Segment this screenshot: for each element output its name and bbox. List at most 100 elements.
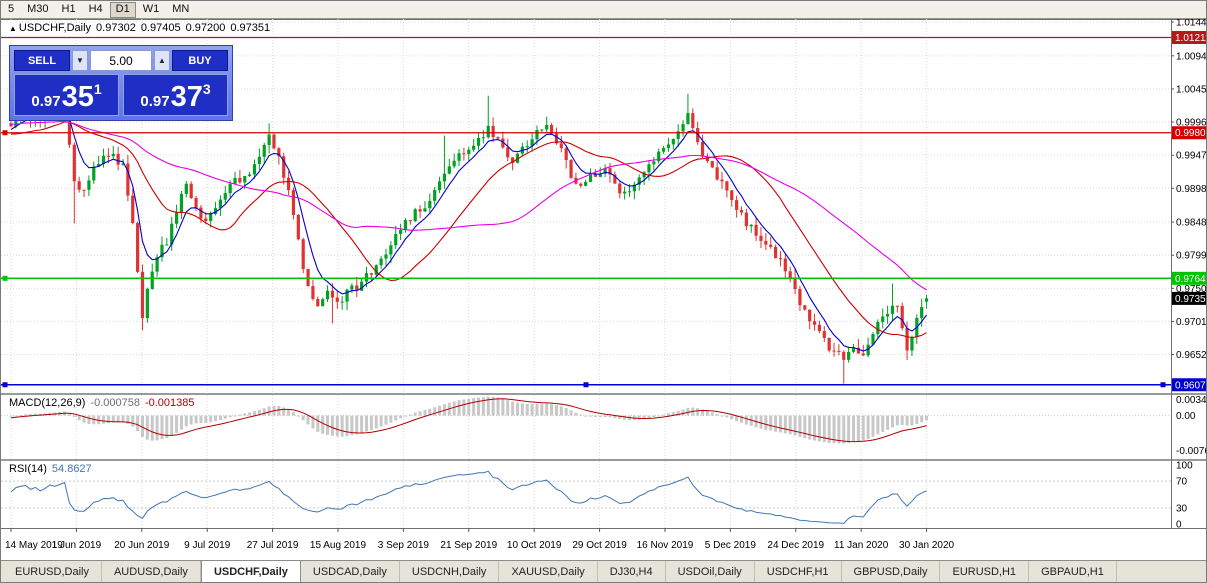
chart-tab-xauusd-daily[interactable]: XAUUSD,Daily [499,561,598,582]
buy-button[interactable]: BUY [172,50,228,71]
svg-text:1.01211: 1.01211 [1175,33,1207,44]
svg-text:100: 100 [1176,461,1193,472]
svg-text:1 Jun 2019: 1 Jun 2019 [52,540,102,551]
svg-text:0.99802: 0.99802 [1175,128,1207,139]
chart-tab-usdcad-daily[interactable]: USDCAD,Daily [301,561,400,582]
line-handle[interactable] [2,382,8,388]
chart-tab-eurusd-h1[interactable]: EURUSD,H1 [940,561,1030,582]
pane-splitter[interactable] [1,459,1207,461]
timeframe-button-5[interactable]: 5 [2,2,20,18]
svg-text:11 Jan 2020: 11 Jan 2020 [834,540,889,551]
chart-tab-audusd-daily[interactable]: AUDUSD,Daily [102,561,201,582]
svg-text:30 Jan 2020: 30 Jan 2020 [899,540,954,551]
rsi-name: RSI(14) [9,463,47,475]
sell-price-button[interactable]: 0.97 35 1 [14,74,119,116]
chart-tab-usdchf-h1[interactable]: USDCHF,H1 [755,561,842,582]
volume-decrease-button[interactable]: ▼ [72,50,88,71]
svg-text:10 Oct 2019: 10 Oct 2019 [507,540,562,551]
svg-text:21 Sep 2019: 21 Sep 2019 [440,540,497,551]
svg-text:30: 30 [1176,503,1188,514]
chart-tab-eurusd-daily[interactable]: EURUSD,Daily [3,561,102,582]
svg-text:0: 0 [1176,520,1182,531]
chart-symbol-title: USDCHF,Daily [18,22,92,34]
svg-text:0.00: 0.00 [1176,411,1196,422]
chart-tab-usdcnh-daily[interactable]: USDCNH,Daily [400,561,500,582]
svg-text:1.01440: 1.01440 [1176,18,1207,29]
svg-text:1.00940: 1.00940 [1176,51,1207,62]
chart-tab-gbpusd-daily[interactable]: GBPUSD,Daily [842,561,941,582]
svg-text:20 Jun 2019: 20 Jun 2019 [114,540,169,551]
macd-indicator-label: MACD(12,26,9) -0.000758 -0.001385 [9,397,200,409]
svg-text:15 Aug 2019: 15 Aug 2019 [310,540,367,551]
timeframe-button-h1[interactable]: H1 [56,2,82,18]
level-lines [1,36,1171,388]
svg-text:16 Nov 2019: 16 Nov 2019 [637,540,694,551]
level-price-badge [1172,31,1206,45]
timeframe-button-mn[interactable]: MN [166,2,195,18]
svg-text:29 Oct 2019: 29 Oct 2019 [572,540,627,551]
timeframe-button-h4[interactable]: H4 [83,2,109,18]
chart-tab-dj30-h4[interactable]: DJ30,H4 [598,561,666,582]
level-price-badge [1172,378,1206,392]
buy-price-big: 37 [170,81,203,113]
svg-text:0.96073: 0.96073 [1175,380,1207,391]
sell-price-prefix: 0.97 [31,93,61,110]
level-price-badge [1172,126,1206,140]
svg-text:27 Jul 2019: 27 Jul 2019 [247,540,299,551]
ohlc-close: 0.97351 [230,22,271,34]
ohlc-high: 0.97405 [140,22,181,34]
sell-price-pip: 1 [93,81,102,97]
current-price-badge [1172,291,1206,305]
svg-text:14 May 2019: 14 May 2019 [5,540,63,551]
line-handle[interactable] [2,130,8,136]
symbol-info: ▲ USDCHF,Daily 0.97302 0.97405 0.97200 0.9735… [9,22,275,34]
line-handle[interactable] [1160,382,1166,388]
buy-price-button[interactable]: 0.97 37 3 [123,74,228,116]
chart-tab-usdoil-daily[interactable]: USDOil,Daily [666,561,755,582]
svg-text:5 Dec 2019: 5 Dec 2019 [705,540,757,551]
timeframe-button-m30[interactable]: M30 [21,2,54,18]
svg-text:3 Sep 2019: 3 Sep 2019 [378,540,430,551]
rsi-line [10,470,927,524]
chevron-down-icon: ▼ [76,55,84,65]
line-handle[interactable] [583,382,589,388]
macd-signal-value: -0.001385 [144,397,195,409]
volume-increase-button[interactable]: ▲ [154,50,170,71]
pane-splitter[interactable] [1,393,1207,395]
chevron-up-icon: ▲ [158,55,166,65]
moving-average-45 [10,120,927,291]
line-handle[interactable] [2,275,8,281]
buy-price-prefix: 0.97 [140,93,170,110]
trade-panel-toggle-icon[interactable]: ▲ [9,24,17,33]
svg-text:0.97351: 0.97351 [1175,294,1207,305]
volume-input[interactable] [90,50,152,71]
sell-button[interactable]: SELL [14,50,70,71]
svg-text:24 Dec 2019: 24 Dec 2019 [767,540,824,551]
macd-name: MACD(12,26,9) [9,397,86,409]
level-price-badge [1172,271,1206,285]
chart-tabs-bar: EURUSD,Daily AUDUSD,Daily USDCHF,Daily USDC… [1,560,1206,582]
svg-text:9 Jul 2019: 9 Jul 2019 [184,540,231,551]
chart-tab-usdchf-daily[interactable]: USDCHF,Daily [200,561,301,582]
grid [1,19,1171,528]
macd-signal-line [10,398,927,443]
timeframe-button-w1[interactable]: W1 [137,2,166,18]
candlestick-series[interactable] [9,88,929,384]
timeframe-button-d1[interactable]: D1 [109,1,136,18]
sell-price-big: 35 [61,81,94,113]
svg-text:0.00348: 0.00348 [1176,395,1207,406]
rsi-indicator-label: RSI(14) 54.8627 [9,463,97,475]
svg-text:-0.00761: -0.00761 [1176,446,1207,457]
chart-tab-gbpaud-h1[interactable]: GBPAUD,H1 [1029,561,1117,582]
